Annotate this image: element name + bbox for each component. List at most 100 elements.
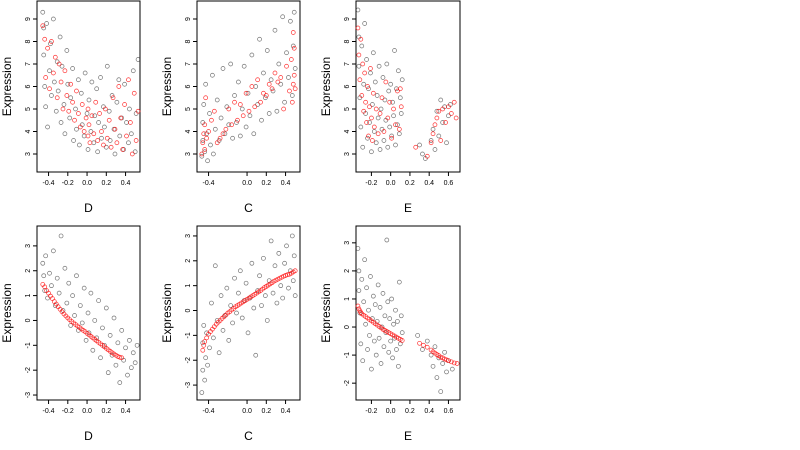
observed-point bbox=[262, 293, 268, 298]
x-tick-label: -0.4 bbox=[203, 408, 215, 415]
y-tick-label: 4 bbox=[185, 129, 192, 133]
fitted-point bbox=[272, 70, 278, 76]
fitted-point bbox=[290, 81, 296, 87]
observed-point bbox=[261, 255, 266, 261]
fitted-point bbox=[42, 284, 48, 290]
y-tick-label: 2 bbox=[344, 269, 351, 273]
x-axis-title: E bbox=[404, 201, 412, 215]
observed-point bbox=[372, 79, 378, 85]
observed-point bbox=[68, 95, 74, 101]
fitted-point bbox=[246, 108, 252, 114]
x-tick-label: 0.2 bbox=[405, 408, 415, 415]
x-tick-label: -0.2 bbox=[365, 408, 377, 415]
y-tick-label: 3 bbox=[185, 152, 192, 156]
observed-point bbox=[363, 321, 368, 327]
fitted-point bbox=[199, 151, 205, 157]
observed-point bbox=[396, 279, 402, 285]
fitted-point bbox=[438, 138, 444, 143]
x-axis-title: D bbox=[84, 201, 93, 215]
fitted-point bbox=[51, 70, 56, 76]
observed-point bbox=[115, 340, 121, 346]
observed-point bbox=[249, 52, 255, 58]
observed-point bbox=[268, 77, 274, 83]
observed-point bbox=[355, 246, 361, 251]
observed-point bbox=[389, 133, 394, 139]
observed-point bbox=[127, 337, 132, 343]
observed-point bbox=[262, 95, 268, 101]
fitted-point bbox=[359, 93, 365, 98]
observed-point bbox=[55, 88, 61, 94]
fitted-point bbox=[398, 104, 404, 110]
observed-point bbox=[288, 18, 293, 24]
fitted-point bbox=[203, 95, 209, 101]
fitted-point bbox=[95, 138, 100, 143]
observed-point bbox=[89, 79, 95, 85]
observed-point bbox=[51, 16, 56, 22]
fitted-point bbox=[290, 30, 296, 35]
observed-point bbox=[220, 328, 226, 333]
observed-point bbox=[105, 370, 111, 376]
observed-point bbox=[243, 280, 249, 286]
fitted-point bbox=[40, 23, 46, 29]
observed-point bbox=[366, 307, 371, 313]
observed-point bbox=[226, 122, 232, 128]
observed-point bbox=[290, 43, 296, 49]
observed-point bbox=[72, 313, 77, 318]
observed-point bbox=[86, 97, 92, 103]
observed-point bbox=[436, 133, 442, 139]
y-tick-label: 9 bbox=[25, 17, 32, 21]
observed-point bbox=[251, 131, 257, 137]
observed-point bbox=[367, 333, 372, 338]
x-tick-label: 0.0 bbox=[386, 408, 396, 415]
observed-point bbox=[45, 295, 50, 301]
observed-point bbox=[56, 290, 62, 296]
fitted-point bbox=[453, 115, 459, 121]
observed-point bbox=[230, 320, 235, 326]
observed-point bbox=[417, 142, 422, 148]
observed-point bbox=[220, 66, 226, 71]
observed-point bbox=[253, 84, 259, 89]
observed-point bbox=[356, 288, 362, 293]
observed-point bbox=[270, 88, 276, 94]
observed-point bbox=[64, 300, 70, 306]
observed-point bbox=[130, 350, 136, 356]
observed-point bbox=[399, 330, 405, 335]
observed-point bbox=[65, 81, 71, 87]
x-tick-label: -0.4 bbox=[203, 180, 215, 187]
observed-point bbox=[132, 360, 138, 366]
x-axis-title: C bbox=[244, 201, 253, 215]
observed-point bbox=[438, 389, 444, 394]
observed-point bbox=[259, 117, 264, 123]
observed-point bbox=[117, 133, 123, 139]
fitted-point bbox=[79, 102, 85, 107]
scatter-panel-4: -0.4 -0.2 0.0 0.2 0.4 -3 -2 -1 0 1 2 3 D Expression bbox=[0, 225, 141, 443]
observed-point bbox=[355, 7, 361, 13]
observed-point bbox=[84, 111, 90, 116]
observed-point bbox=[45, 124, 50, 130]
observed-point bbox=[289, 233, 295, 239]
fitted-point bbox=[369, 115, 374, 121]
y-tick-label: -2 bbox=[344, 380, 351, 386]
observed-point bbox=[364, 57, 369, 62]
observed-point bbox=[362, 21, 368, 26]
fitted-point bbox=[275, 79, 281, 85]
fitted-point bbox=[43, 75, 49, 80]
fitted-point bbox=[85, 106, 91, 112]
fitted-point bbox=[226, 106, 232, 112]
observed-point bbox=[88, 129, 94, 134]
fitted-point bbox=[204, 135, 209, 141]
observed-point bbox=[394, 347, 399, 352]
observed-point bbox=[356, 268, 362, 274]
observed-point bbox=[386, 349, 392, 355]
fitted-point bbox=[377, 111, 383, 116]
observed-point bbox=[102, 124, 107, 130]
observed-point bbox=[224, 285, 230, 291]
fitted-point bbox=[281, 106, 286, 112]
observed-point bbox=[119, 328, 125, 333]
observed-point bbox=[116, 77, 122, 83]
observed-point bbox=[391, 113, 396, 119]
observed-point bbox=[378, 361, 384, 366]
y-tick-label: 5 bbox=[25, 107, 32, 111]
observed-point bbox=[109, 93, 115, 98]
fitted-point bbox=[287, 88, 292, 94]
